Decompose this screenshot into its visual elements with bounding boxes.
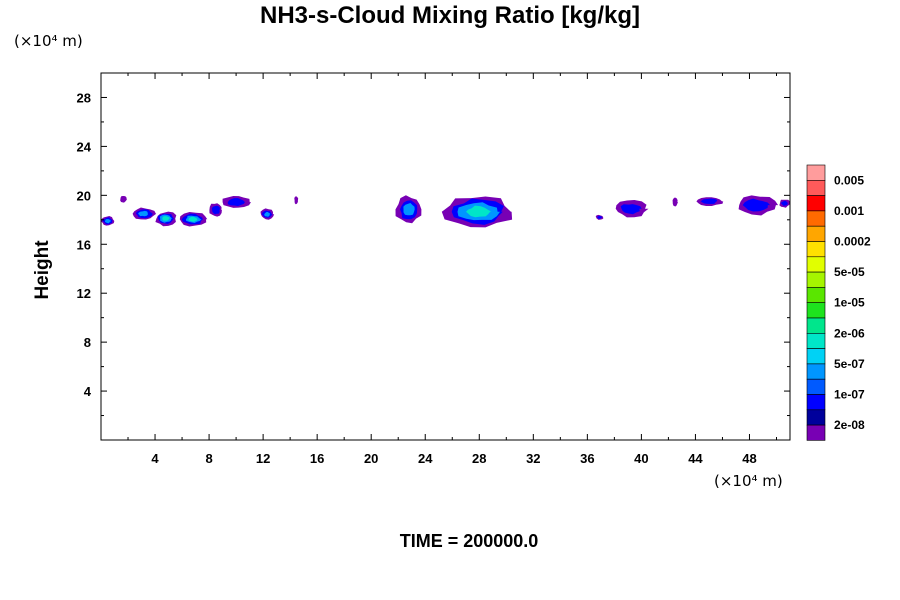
colorbar-label: 5e-05 (834, 265, 865, 279)
time-label: TIME = 200000.0 (399, 531, 539, 551)
colorbar-swatch (806, 271, 826, 288)
cloud-patch (742, 198, 771, 212)
colorbar: 0.005 0.001 0.0002 5e-05 1e-05 2e-06 5e-07 1e-0… (806, 164, 871, 441)
cloud-patch (700, 198, 718, 204)
x-axis-unit: (×10⁴ m) (714, 472, 783, 490)
colorbar-label: 2e-08 (834, 418, 865, 432)
cloud-patch (105, 219, 111, 224)
colorbar-swatch (806, 317, 826, 334)
colorbar-swatch (806, 302, 826, 319)
y-tick-label: 12 (77, 286, 91, 301)
x-tick-label: 36 (580, 451, 594, 466)
colorbar-label: 2e-06 (834, 326, 865, 340)
x-tick-label: 16 (310, 451, 324, 466)
colorbar-swatch (806, 363, 826, 380)
colorbar-swatch (806, 378, 826, 395)
plot-frame (100, 72, 791, 441)
x-tick-label: 40 (634, 451, 648, 466)
colorbar-swatch (806, 195, 826, 212)
x-tick-label: 28 (472, 451, 486, 466)
cloud-patch (162, 216, 170, 221)
y-tick-label: 20 (77, 188, 91, 203)
colorbar-swatch (806, 241, 826, 258)
colorbar-swatch (806, 287, 826, 303)
colorbar-label: 0.005 (834, 173, 864, 187)
cloud-patch (211, 205, 220, 215)
cloud-patch (597, 215, 603, 219)
y-tick-label: 8 (84, 335, 91, 350)
cloud-patch (188, 216, 198, 222)
colorbar-swatch (806, 164, 826, 181)
colorbar-label: 0.001 (834, 204, 864, 218)
colorbar-swatch (806, 332, 826, 349)
x-tick-label: 8 (205, 451, 212, 466)
cloud-patch (227, 198, 245, 207)
cloud-patch (672, 197, 678, 207)
colorbar-swatch (806, 424, 826, 441)
y-tick-label: 16 (77, 237, 91, 252)
cloud-patch (466, 205, 492, 218)
cloud-field (101, 195, 790, 228)
x-tick-label: 32 (526, 451, 540, 466)
cloud-patch (403, 203, 415, 216)
cloud-patch (138, 210, 148, 217)
colorbar-label: 1e-07 (834, 388, 865, 402)
colorbar-swatch (806, 394, 826, 411)
cloud-patch (294, 196, 299, 205)
y-axis-unit: (×10⁴ m) (14, 32, 83, 50)
cloud-patch (120, 196, 127, 203)
chart-title: NH3-s-Cloud Mixing Ratio [kg/kg] (260, 2, 640, 29)
colorbar-label: 0.0002 (834, 235, 871, 249)
y-tick-label: 24 (77, 139, 92, 154)
colorbar-label: 1e-05 (834, 296, 865, 310)
x-tick-label: 48 (742, 451, 756, 466)
colorbar-swatch (806, 256, 826, 273)
x-tick-label: 12 (256, 451, 270, 466)
y-tick-label: 4 (84, 384, 92, 399)
x-tick-label: 20 (364, 451, 378, 466)
x-tick-label: 44 (688, 451, 703, 466)
cloud-patch (781, 200, 788, 206)
colorbar-swatch (806, 409, 826, 426)
x-tick-label: 4 (151, 451, 159, 466)
x-tick-label: 24 (418, 451, 433, 466)
colorbar-label: 5e-07 (834, 357, 865, 371)
colorbar-swatch (806, 348, 826, 365)
colorbar-swatch (806, 180, 826, 196)
colorbar-swatch (806, 210, 826, 227)
cloud-patch (620, 204, 642, 215)
colorbar-swatch (806, 225, 826, 242)
cloud-patch (264, 212, 270, 217)
y-tick-label: 28 (77, 90, 91, 105)
